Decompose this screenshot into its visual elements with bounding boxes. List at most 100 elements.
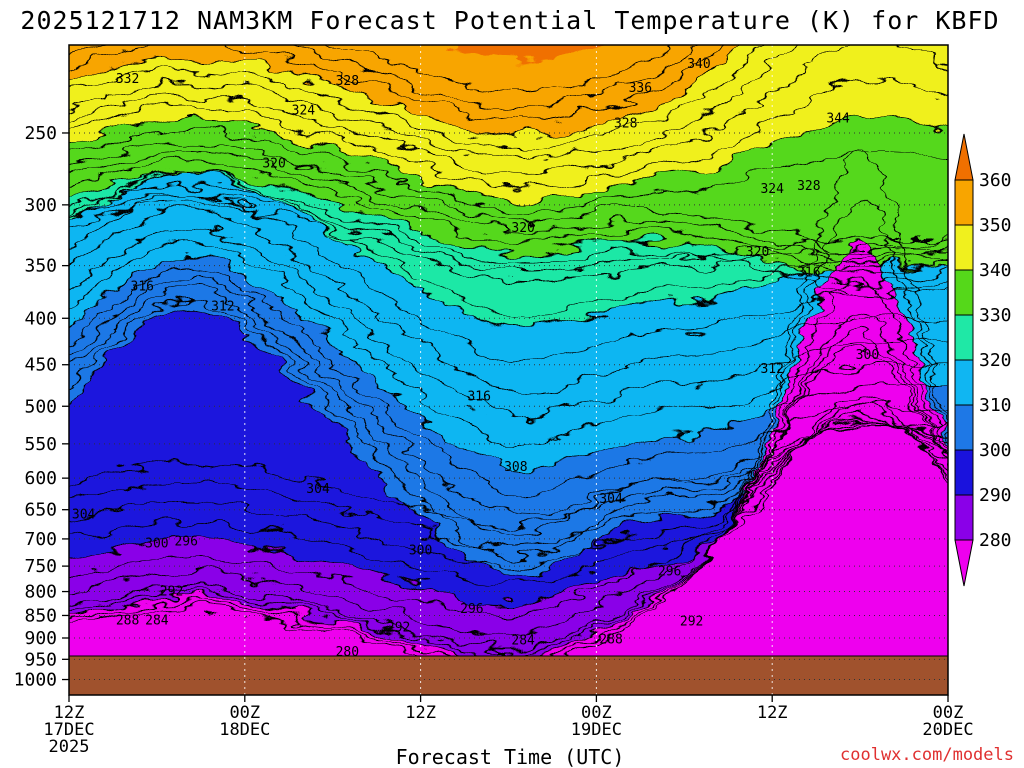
isentrope-348k [69,45,764,150]
credit-text: coolwx.com/models [840,745,1014,765]
colorbar-bin-340-350 [954,224,974,271]
x-tick-label-line2: 17DEC [43,720,94,740]
colorbar-bin-320-330 [954,314,974,361]
contour-label: 312 [760,362,783,377]
x-tick-label-line2: 20DEC [922,720,973,740]
colorbar-bin-270-280 [954,539,974,587]
contour-label: 300 [856,348,879,363]
contour-label: 296 [658,564,681,579]
plot-frame [68,44,949,696]
colorbar-bin-280-290 [954,494,974,541]
colorbar-bin-300-310 [954,404,974,451]
contour-label: 288 [599,632,622,647]
y-tick-label: 700 [24,529,57,550]
isentrope-314k [69,227,948,418]
x-tick-label-line3: 2025 [49,737,90,757]
isentrope-338k [69,130,948,210]
contour-label: 284 [145,614,169,629]
surface-fill [69,655,948,695]
field-band-below-280 [69,241,948,695]
isentrope-310k [69,255,948,469]
contour-label: 292 [387,620,410,635]
colorbar-tick-label: 320 [979,350,1012,371]
x-tick-label-line2: 18DEC [219,720,270,740]
y-tick-label: 1000 [14,670,57,691]
contour-label: 316 [467,390,490,405]
isentrope-346k [69,45,794,163]
isentrope-284k [69,311,948,650]
x-tick-label-line2: 19DEC [571,720,622,740]
contour-label: 328 [797,179,820,194]
below-ground-surface [69,655,948,695]
contour-label: 332 [116,72,139,87]
contour-labels: 332 328 340 336 324 328 344 320 324 328 320 320 316 3… [72,57,879,660]
contour-label: 312 [211,299,234,314]
y-tick-label: 950 [24,649,57,670]
y-tick-label: 550 [24,434,57,455]
y-tick-label: 250 [24,123,57,144]
isentrope-292k [69,406,948,586]
isentrope-354k [69,45,698,108]
contour-label: 296 [174,535,197,550]
colorbar-bin-360-370 [954,133,974,181]
colorbar-tick-label: 290 [979,485,1012,506]
contour-label: 304 [306,482,330,497]
isentrope-332k [69,162,948,275]
isentrope-312k [69,242,948,444]
x-tick-label-line1: 12Z [757,703,788,723]
contour-label: 288 [116,614,139,629]
contour-label: 336 [629,81,652,96]
colorbar-bin-330-340 [954,269,974,316]
x-tick-label-line1: 00Z [229,703,260,723]
y-tick-label: 350 [24,256,57,277]
contour-label: 320 [262,156,285,171]
y-axis: 2503003504004505005506006507007508008509… [14,123,69,691]
contour-label: 316 [797,265,820,280]
colorbar-bin-310-320 [954,359,974,406]
isentrope-304k [69,288,948,535]
colorbar: 280 290 300 310 320 330 340 350 360 [954,133,1012,587]
colorbar-tick-label: 340 [979,260,1012,281]
y-tick-label: 900 [24,628,57,649]
contour-label: 344 [826,112,850,127]
isentrope-290k [69,396,948,604]
grid-lines [69,45,948,695]
contour-label: 320 [511,221,534,236]
isentrope-296k [69,417,948,548]
contour-label: 280 [336,645,359,660]
isentrope-316k [69,210,948,390]
contour-label: 300 [145,536,168,551]
isentrope-294k [69,413,948,567]
colorbar-tick-label: 350 [979,215,1012,236]
contour-label: 296 [460,602,483,617]
y-tick-label: 300 [24,195,57,216]
isentrope-298k [69,419,948,527]
isentrope-contours [69,45,948,670]
x-tick-label-line1: 00Z [933,703,964,723]
y-tick-label: 650 [24,500,57,521]
potential-temperature-field [69,45,948,695]
contour-label: 284 [511,634,535,649]
y-tick-label: 500 [24,396,57,417]
colorbar-tick-label: 360 [979,170,1012,191]
isentrope-342k [69,80,948,187]
contour-label: 316 [131,279,154,294]
plot-area: 332 328 340 336 324 328 344 320 324 328 320 320 316 3… [69,45,948,695]
contour-label: 328 [614,116,637,131]
isentrope-308k [69,267,948,493]
x-tick-label-line1: 12Z [405,703,436,723]
colorbar-tick-label: 300 [979,440,1012,461]
isentrope-322k [69,170,948,316]
y-tick-label: 800 [24,582,57,603]
isentrope-328k [69,182,948,295]
isentrope-306k [69,278,948,516]
contour-label: 300 [409,544,432,559]
y-tick-label: 750 [24,556,57,577]
contour-label: 324 [292,103,316,118]
isentrope-330k [69,172,948,285]
contour-label: 340 [687,57,710,72]
isentrope-356k [338,45,673,93]
isentrope-340k [69,117,948,199]
